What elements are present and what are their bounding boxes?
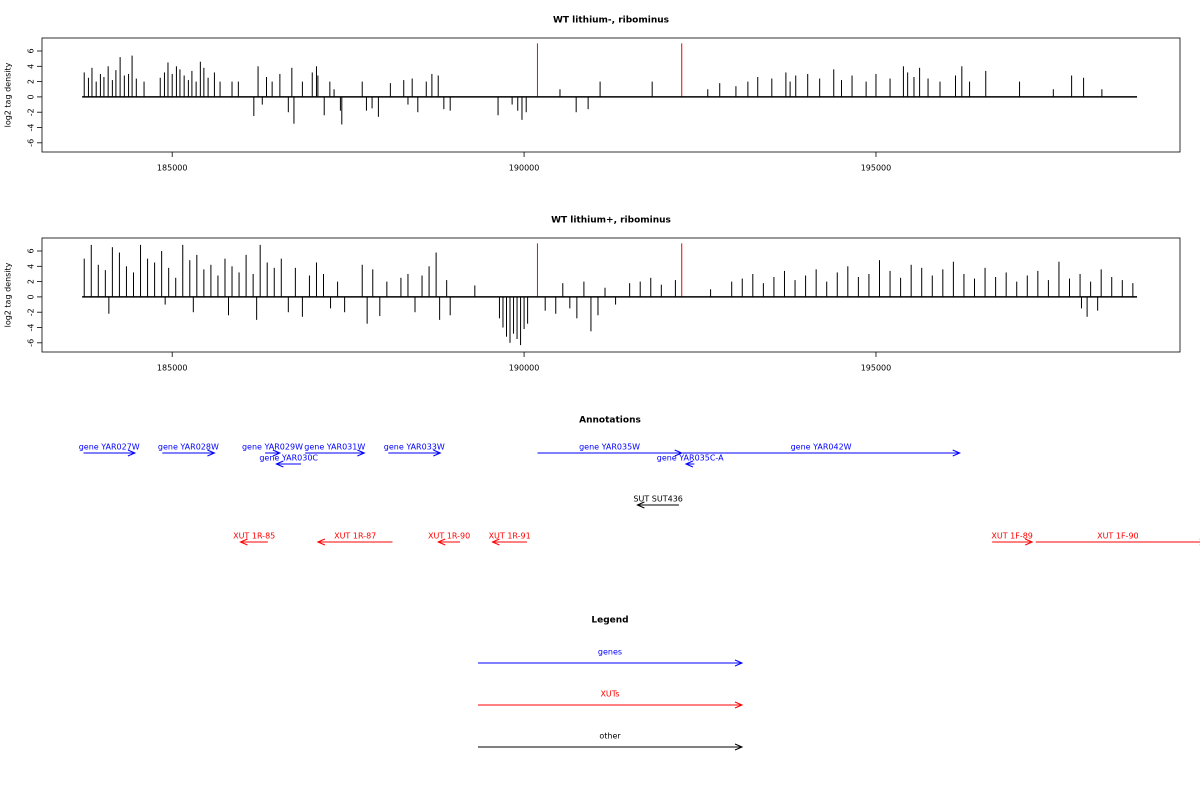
y-tick-label: 4 xyxy=(27,64,36,69)
feature-arrow-head xyxy=(357,449,366,457)
feature-label: gene YAR027W xyxy=(79,443,140,452)
feature-arrow-head xyxy=(684,460,694,468)
feature-label: gene YAR031W xyxy=(304,443,365,452)
y-tick-label: 2 xyxy=(27,279,36,284)
y-tick-label: 6 xyxy=(27,248,36,253)
y-tick-label: -6 xyxy=(27,139,36,147)
feature-arrow-head xyxy=(1025,538,1034,546)
y-tick-label: 0 xyxy=(27,94,36,99)
x-tick-label: 195000 xyxy=(861,364,892,373)
x-tick-label: 185000 xyxy=(157,164,188,173)
plot-frame xyxy=(41,37,1181,153)
feature-label: gene YAR030C xyxy=(259,454,318,463)
y-tick-label: 2 xyxy=(27,79,36,84)
x-tick-label: 190000 xyxy=(509,164,540,173)
legend-arrow-head xyxy=(734,701,744,709)
legend-arrow-head xyxy=(734,743,744,751)
feature-arrow-head xyxy=(636,501,645,509)
y-tick-label: -2 xyxy=(27,108,36,116)
y-tick-label: 6 xyxy=(27,48,36,53)
feature-label: gene YAR042W xyxy=(791,443,852,452)
plot-frame xyxy=(41,237,1181,353)
y-tick-label: -4 xyxy=(27,124,36,132)
legend-title: Legend xyxy=(591,616,628,626)
feature-label: XUT 1F-89 xyxy=(991,532,1033,541)
chart-title: WT lithium-, ribominus xyxy=(553,16,669,26)
feature-label: XUT 1R-90 xyxy=(428,532,470,541)
feature-label: XUT 1R-85 xyxy=(233,532,275,541)
legend-label: genes xyxy=(598,648,622,657)
feature-arrow-head xyxy=(433,449,442,457)
legend-arrow-head xyxy=(734,659,744,667)
chart-title: WT lithium+, ribominus xyxy=(551,216,671,226)
annotations-title: Annotations xyxy=(579,416,641,426)
feature-arrow-head xyxy=(952,449,961,457)
y-tick-label: 4 xyxy=(27,264,36,269)
y-tick-label: -6 xyxy=(27,339,36,347)
feature-arrow-head xyxy=(316,538,326,546)
feature-arrow-head xyxy=(674,449,683,457)
feature-label: gene YAR035C-A xyxy=(657,454,724,463)
feature-arrow-head xyxy=(491,538,500,546)
feature-label: XUT 1R-91 xyxy=(489,532,531,541)
y-tick-label: -2 xyxy=(27,308,36,316)
feature-label: XUT 1R-87 xyxy=(334,532,376,541)
feature-label: gene YAR029W xyxy=(242,443,303,452)
feature-arrow-head xyxy=(272,449,282,457)
y-tick-label: 0 xyxy=(27,294,36,299)
feature-arrow-head xyxy=(275,460,284,468)
legend-label: XUTs xyxy=(600,690,619,699)
feature-label: SUT SUT436 xyxy=(633,495,682,504)
feature-label: XUT 1F-90 xyxy=(1097,532,1139,541)
feature-arrow-head xyxy=(239,538,248,546)
x-tick-label: 195000 xyxy=(861,164,892,173)
feature-label: gene YAR033W xyxy=(384,443,445,452)
feature-arrow-head xyxy=(207,449,216,457)
feature-label: gene YAR028W xyxy=(158,443,219,452)
y-tick-label: -4 xyxy=(27,324,36,332)
legend-label: other xyxy=(599,732,621,741)
y-axis-label: log2 tag density xyxy=(4,62,13,127)
feature-arrow-head xyxy=(436,538,446,546)
feature-arrow-head xyxy=(127,449,137,457)
y-axis-label: log2 tag density xyxy=(4,262,13,327)
x-tick-label: 190000 xyxy=(509,364,540,373)
x-tick-label: 185000 xyxy=(157,364,188,373)
feature-label: gene YAR035W xyxy=(579,443,640,452)
